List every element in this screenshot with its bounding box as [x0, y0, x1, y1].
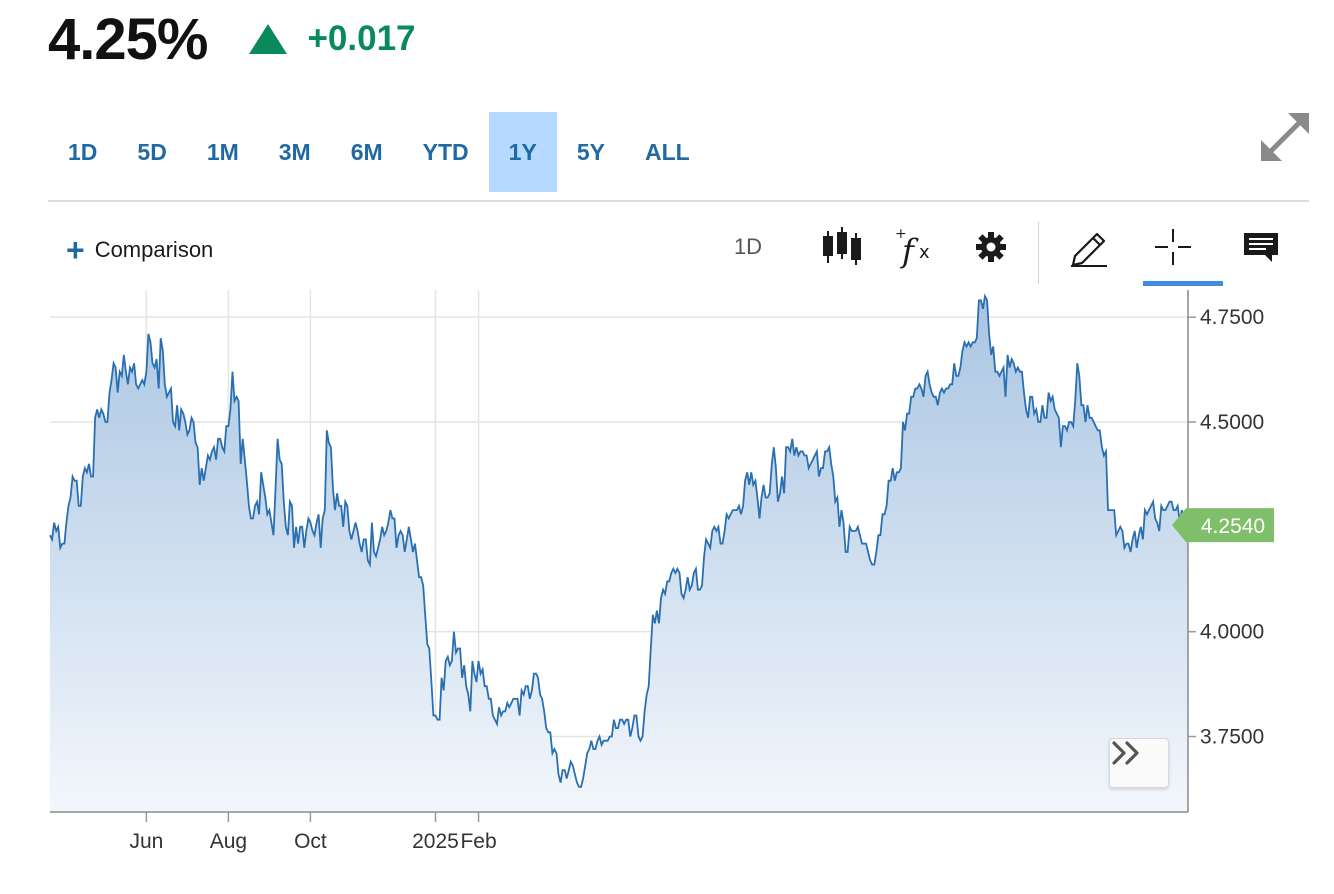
svg-text:f: f [900, 232, 919, 270]
last-value-label: 4.2540 [1201, 515, 1265, 538]
svg-text:+: + [895, 226, 907, 242]
crosshair-icon[interactable] [1150, 224, 1196, 270]
candlestick-icon[interactable] [818, 224, 866, 270]
comparison-label: Comparison [94, 237, 214, 262]
quote-header: 4.25% +0.017 [48, 4, 416, 74]
x-tick-label: Jun [129, 830, 163, 853]
header-divider [48, 200, 1309, 202]
x-tick-label: Oct [294, 830, 327, 853]
active-tool-indicator [1143, 281, 1223, 286]
range-6m[interactable]: 6M [350, 138, 383, 165]
yield-chart: 4.7500 4.5000 4.0000 3.7500 Jun Aug Oct 2025 Feb… [49, 290, 1274, 853]
function-icon[interactable]: + f x [893, 224, 937, 270]
range-5d[interactable]: 5D [137, 138, 167, 165]
range-1d[interactable]: 1D [68, 138, 98, 165]
double-chevron-right-icon [1112, 741, 1139, 765]
x-tick-label: Feb [460, 830, 496, 853]
last-value-badge [1172, 508, 1274, 543]
comparison-button[interactable]: + Comparison [66, 232, 214, 268]
pencil-icon[interactable] [1066, 224, 1112, 270]
series-area [50, 296, 1188, 812]
range-3m[interactable]: 3M [278, 138, 311, 165]
range-5y[interactable]: 5Y [576, 138, 605, 165]
x-tick-label: 2025 [412, 830, 459, 853]
x-tick-label: Aug [210, 830, 247, 853]
plus-icon: + [66, 232, 85, 268]
range-1m[interactable]: 1M [206, 138, 239, 165]
y-tick-label: 3.7500 [1200, 726, 1264, 749]
time-range-selector: 1D 5D 1M 3M 6M YTD 1Y 5Y ALL [48, 112, 710, 192]
expand-icon[interactable] [1258, 110, 1312, 164]
gear-icon[interactable] [972, 224, 1010, 270]
range-1y[interactable]: 1Y [488, 112, 557, 192]
range-ytd[interactable]: YTD [422, 138, 469, 165]
svg-text:x: x [919, 242, 930, 263]
current-yield: 4.25% [48, 6, 208, 72]
price-change: +0.017 [307, 19, 416, 58]
interval-button[interactable]: 1D [733, 234, 763, 259]
scroll-to-latest-button[interactable] [1109, 738, 1169, 788]
toolbar-separator [1038, 222, 1039, 284]
comment-icon[interactable] [1239, 224, 1283, 270]
y-tick-label: 4.7500 [1200, 306, 1264, 329]
y-tick-label: 4.0000 [1200, 621, 1264, 644]
series-line [49, 293, 1189, 788]
chart-toolbar: + Comparison 1D + f x [0, 214, 1334, 290]
y-tick-label: 4.5000 [1200, 411, 1264, 434]
chart-area[interactable]: 4.7500 4.5000 4.0000 3.7500 Jun Aug Oct 2025 Feb… [0, 290, 1334, 894]
range-all[interactable]: ALL [644, 138, 690, 165]
triangle-up-icon [249, 24, 288, 54]
